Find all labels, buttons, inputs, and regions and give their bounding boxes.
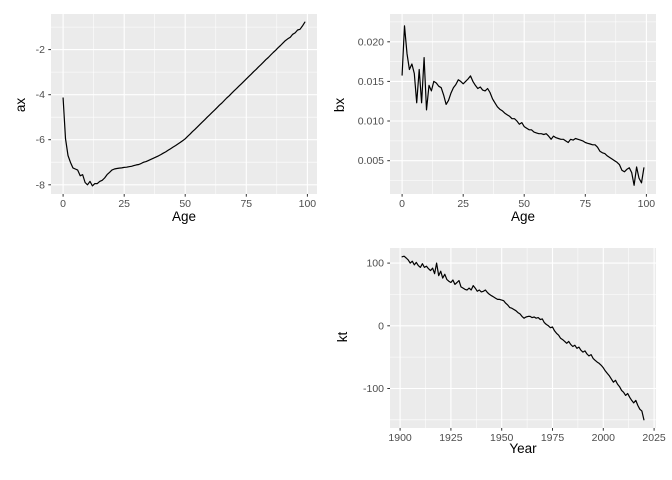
- svg-text:0.015: 0.015: [358, 76, 384, 88]
- svg-text:0.020: 0.020: [358, 36, 384, 48]
- svg-text:50: 50: [179, 198, 191, 210]
- svg-text:75: 75: [579, 198, 591, 210]
- svg-text:100: 100: [638, 198, 656, 210]
- bx-y-axis-title: bx: [332, 97, 347, 113]
- svg-text:-6: -6: [36, 134, 45, 146]
- ax-chart: 0 25 50 75 100 -2 -4 -6 -8: [36, 14, 317, 210]
- svg-text:0: 0: [378, 320, 384, 332]
- svg-text:-4: -4: [36, 89, 45, 101]
- bx-chart: 0 25 50 75 100 0.005 0.010 0.015 0.020: [358, 14, 656, 210]
- ax-y-axis-title: ax: [13, 97, 28, 113]
- svg-text:-2: -2: [36, 44, 45, 56]
- kt-x-axis-title: Year: [509, 441, 537, 456]
- svg-text:75: 75: [240, 198, 252, 210]
- svg-text:100: 100: [366, 258, 384, 270]
- svg-text:100: 100: [299, 198, 317, 210]
- svg-text:0: 0: [399, 198, 405, 210]
- svg-text:0: 0: [60, 198, 66, 210]
- svg-text:1950: 1950: [490, 432, 514, 444]
- svg-text:50: 50: [518, 198, 530, 210]
- svg-text:25: 25: [118, 198, 130, 210]
- svg-text:2000: 2000: [592, 432, 616, 444]
- svg-text:0.010: 0.010: [358, 116, 384, 128]
- svg-text:-100: -100: [363, 383, 384, 395]
- svg-text:1925: 1925: [439, 432, 463, 444]
- ax-x-axis-title: Age: [171, 209, 197, 224]
- svg-text:1975: 1975: [541, 432, 565, 444]
- bx-x-axis-title: Age: [510, 209, 536, 224]
- svg-text:0.005: 0.005: [358, 155, 384, 167]
- svg-text:25: 25: [457, 198, 469, 210]
- kt-chart: 1900 1925 1950 1975 2000 2025 100 0 -100: [363, 248, 666, 444]
- svg-text:2025: 2025: [642, 432, 666, 444]
- svg-text:-8: -8: [36, 179, 45, 191]
- kt-y-axis-title: kt: [335, 331, 350, 343]
- svg-text:1900: 1900: [388, 432, 412, 444]
